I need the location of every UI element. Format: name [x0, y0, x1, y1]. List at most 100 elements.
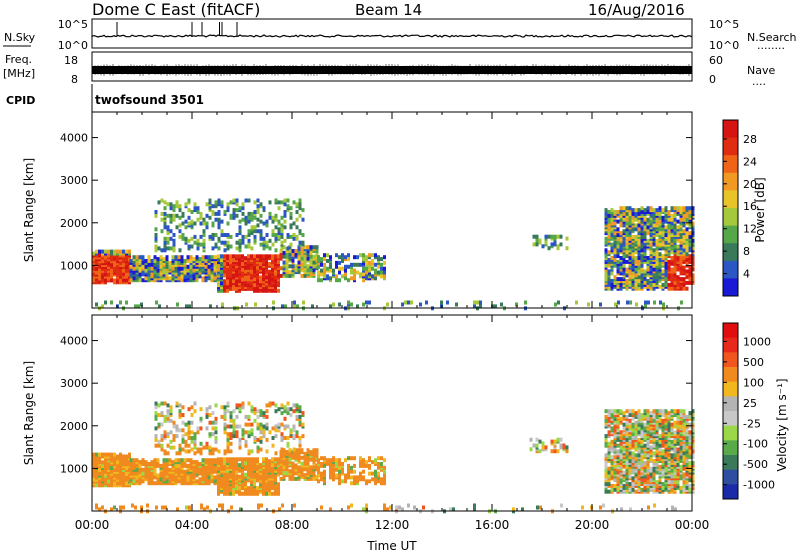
echo-cell [242, 405, 245, 409]
echo-cell [295, 264, 298, 268]
echo-cell [290, 235, 293, 239]
colorbar-swatch [723, 208, 738, 226]
echo-cell [680, 206, 683, 210]
echo-cell [173, 434, 176, 438]
echo-cell [674, 218, 677, 222]
echo-cell [329, 265, 332, 269]
echo-cell [284, 214, 287, 218]
echo-cell [626, 432, 629, 436]
echo-cell [299, 444, 302, 448]
echo-cell [209, 405, 212, 409]
echo-cell [164, 206, 167, 210]
echo-cell [623, 411, 626, 415]
echo-cell [224, 241, 227, 245]
echo-cell [179, 248, 182, 252]
echo-cell [680, 241, 683, 245]
echo-cell [179, 204, 182, 208]
echo-cell [275, 403, 278, 407]
echo-cell [266, 403, 269, 407]
echo-cell [407, 301, 410, 305]
echo-cell [157, 269, 160, 273]
echo-cell [215, 212, 218, 216]
echo-cell [641, 463, 644, 467]
echo-cell [653, 413, 656, 417]
echo-cell [289, 477, 292, 481]
echo-cell [284, 409, 287, 413]
echo-cell [365, 276, 368, 280]
echo-cell [350, 470, 353, 474]
echo-cell [281, 438, 284, 442]
echo-cell [304, 452, 307, 456]
echo-cell [151, 263, 154, 267]
echo-cell [689, 210, 692, 214]
echo-cell [257, 446, 260, 450]
echo-cell [341, 274, 344, 278]
echo-cell [671, 246, 674, 250]
echo-cell [377, 271, 380, 275]
echo-cell [262, 254, 265, 258]
echo-cell [620, 277, 623, 281]
echo-cell [329, 462, 332, 466]
freq-label-line2: [MHz] [3, 67, 35, 80]
echo-cell [677, 245, 680, 249]
echo-cell [160, 477, 163, 481]
echo-cell [184, 271, 187, 275]
echo-cell [557, 235, 560, 239]
ytick-label: 4000 [60, 132, 88, 145]
echo-cell [284, 436, 287, 440]
echo-cell [283, 261, 286, 265]
echo-cell [190, 278, 193, 282]
echo-cell [368, 253, 371, 257]
echo-cell [608, 214, 611, 218]
echo-cell [608, 490, 611, 494]
echo-cell [218, 225, 221, 229]
echo-cell [242, 432, 245, 436]
echo-cell [383, 255, 386, 259]
echo-cell [242, 235, 245, 239]
echo-cell [620, 266, 623, 270]
echo-cell [212, 451, 215, 455]
echo-cell [260, 220, 263, 224]
echo-cell [218, 202, 221, 206]
echo-cell [167, 225, 170, 229]
echo-cell [659, 231, 662, 235]
echo-cell [248, 220, 251, 224]
echo-cell [176, 214, 179, 218]
echo-cell [638, 279, 641, 283]
echo-cell [539, 449, 542, 453]
echo-cell [656, 258, 659, 262]
echo-cell [157, 261, 160, 265]
echo-cell [653, 248, 656, 252]
echo-cell [611, 237, 614, 241]
echo-cell [155, 402, 158, 406]
echo-cell [218, 237, 221, 241]
echo-cell [119, 453, 122, 457]
echo-cell [163, 458, 166, 462]
echo-cell [242, 239, 245, 243]
echo-cell [626, 250, 629, 254]
echo-cell [287, 442, 290, 446]
echo-cell [190, 458, 193, 462]
echo-cell [530, 438, 533, 442]
echo-cell [214, 255, 217, 259]
echo-cell [560, 438, 563, 442]
echo-cell [200, 426, 203, 430]
echo-cell [164, 241, 167, 245]
echo-cell [230, 411, 233, 415]
echo-cell [644, 478, 647, 482]
echo-cell [317, 259, 320, 263]
echo-cell [107, 480, 110, 484]
echo-cell [623, 206, 626, 210]
echo-cell [298, 251, 301, 255]
echo-cell [232, 480, 235, 484]
echo-cell [119, 301, 122, 305]
echo-cell [257, 204, 260, 208]
echo-cell [257, 199, 260, 203]
echo-cell [365, 460, 368, 464]
echo-cell [608, 281, 611, 285]
echo-cell [212, 432, 215, 436]
echo-cell [275, 237, 278, 241]
echo-cell [245, 199, 248, 203]
echo-cell [155, 405, 158, 409]
echo-cell [184, 470, 187, 474]
